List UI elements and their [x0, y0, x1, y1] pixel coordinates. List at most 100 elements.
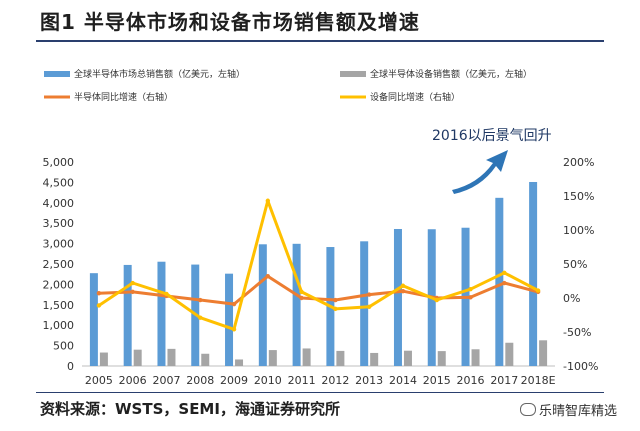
bar-equipment [370, 352, 379, 366]
line-market-growth-point [130, 289, 135, 295]
legend-swatch [44, 71, 70, 77]
bar-market [393, 228, 402, 366]
line-market-growth-point [366, 292, 372, 297]
bar-equipment [167, 348, 176, 366]
bar-equipment [403, 350, 412, 366]
bar-market [258, 244, 267, 366]
line-equipment-growth-point [400, 283, 406, 288]
bar-equipment [99, 352, 108, 366]
legend-swatch [340, 71, 366, 77]
bar-market [360, 241, 369, 366]
line-equipment-growth-point [265, 198, 271, 203]
bar-equipment [437, 351, 446, 366]
line-equipment-growth-point [502, 270, 507, 276]
x-tick-label: 2015 [423, 374, 451, 387]
line-equipment-growth-point [366, 304, 372, 310]
line-equipment-growth-point [468, 286, 473, 292]
bar-equipment [336, 350, 345, 366]
y-left-tick-label: 1,500 [43, 299, 75, 312]
rising-arrow-icon [452, 150, 508, 194]
bar-market [89, 273, 98, 366]
line-equipment-growth-point [535, 288, 541, 293]
x-tick-label: 2013 [355, 374, 383, 387]
line-equipment-growth-point [231, 327, 237, 332]
y-right-tick-label: -100% [563, 360, 598, 373]
page-title: 图1 半导体市场和设备市场销售额及增速 [40, 10, 420, 34]
line-market-growth-point [333, 297, 338, 303]
y-left-tick-label: 3,000 [43, 238, 75, 251]
line-equipment-growth-point [198, 315, 203, 320]
line-market-growth-point [299, 295, 304, 301]
title-bar: 图1 半导体市场和设备市场销售额及增速 [0, 0, 640, 38]
line-equipment-growth-point [164, 291, 169, 297]
x-tick-label: 2005 [85, 374, 113, 387]
x-tick-label: 2018E [521, 374, 556, 387]
bar-market [495, 197, 504, 366]
y-right-tick-label: -50% [563, 326, 591, 339]
line-equipment-growth-point [299, 289, 304, 295]
line-equipment-growth-point [434, 297, 439, 303]
x-tick-label: 2007 [152, 374, 180, 387]
line-market-growth-point [502, 280, 507, 286]
x-tick-label: 2014 [389, 374, 417, 387]
line-market-growth-point [468, 295, 473, 300]
bar-equipment [201, 353, 210, 366]
legend-label: 设备同比增速（右轴） [370, 91, 460, 103]
source-divider [36, 392, 604, 393]
y-left-tick-label: 2,000 [43, 278, 75, 291]
line-equipment-growth [98, 199, 539, 331]
bar-market [529, 181, 538, 366]
y-right-tick-label: 50% [563, 258, 587, 271]
y-left-tick-label: 5,000 [43, 156, 75, 169]
x-tick-label: 2012 [321, 374, 349, 387]
legend-label: 半导体同比增速（右轴） [74, 91, 173, 103]
x-tick-label: 2009 [220, 374, 248, 387]
y-left-tick-label: 4,500 [43, 176, 75, 189]
chart-axes: 0 500 1,000 1,500 2,000 2,500 3,000 3,500 4,000 4… [43, 156, 599, 387]
line-equipment-growth-point [130, 280, 135, 286]
y-left-tick-label: 3,500 [43, 217, 75, 230]
x-tick-label: 2011 [288, 374, 316, 387]
y-left-tick-label: 0 [67, 360, 74, 373]
watermark: 乐晴智库精选 [520, 400, 617, 419]
x-tick-label: 2017 [490, 374, 518, 387]
wechat-icon [520, 403, 536, 416]
y-left-tick-label: 500 [53, 340, 74, 353]
chart-legend: 全球半导体市场总销售额（亿美元，左轴） 全球半导体设备销售额（亿美元，左轴） 半导体… [44, 68, 532, 103]
bar-market [292, 243, 301, 366]
y-right-tick-label: 200% [563, 156, 594, 169]
line-equipment-growth-point [96, 303, 102, 308]
bar-equipment [235, 359, 244, 366]
line-market-growth-point [400, 289, 406, 294]
line-market-growth-point [96, 291, 102, 296]
bar-market [157, 261, 166, 366]
y-left-tick-label: 1,000 [43, 319, 75, 332]
bar-equipment [302, 348, 311, 366]
legend-label: 全球半导体设备销售额（亿美元，左轴） [370, 68, 532, 80]
bar-market [123, 264, 132, 366]
chart-bars [89, 181, 548, 366]
bar-equipment [539, 340, 548, 366]
chart-lines [96, 198, 541, 332]
title-divider [36, 40, 604, 42]
bar-market [225, 273, 234, 366]
y-left-tick-label: 4,000 [43, 197, 75, 210]
x-tick-label: 2016 [457, 374, 485, 387]
bar-equipment [133, 349, 142, 366]
x-tick-label: 2008 [186, 374, 214, 387]
x-tick-label: 2010 [254, 374, 282, 387]
source-note: 资料来源：WSTS，SEMI，海通证券研究所 [40, 400, 340, 418]
watermark-label: 乐晴智库精选 [539, 404, 618, 419]
x-tick-label: 2006 [119, 374, 147, 387]
chart-annotation: 2016以后景气回升 [432, 128, 552, 194]
bar-equipment [268, 350, 277, 366]
line-market-growth-point [231, 301, 237, 307]
y-right-tick-label: 100% [563, 224, 594, 237]
legend-label: 全球半导体市场总销售额（亿美元，左轴） [74, 68, 245, 80]
line-market-growth-point [265, 274, 271, 279]
y-left-tick-label: 2,500 [43, 258, 75, 271]
line-equipment-growth-point [333, 306, 338, 312]
bar-equipment [471, 349, 480, 366]
y-right-tick-label: 150% [563, 190, 594, 203]
